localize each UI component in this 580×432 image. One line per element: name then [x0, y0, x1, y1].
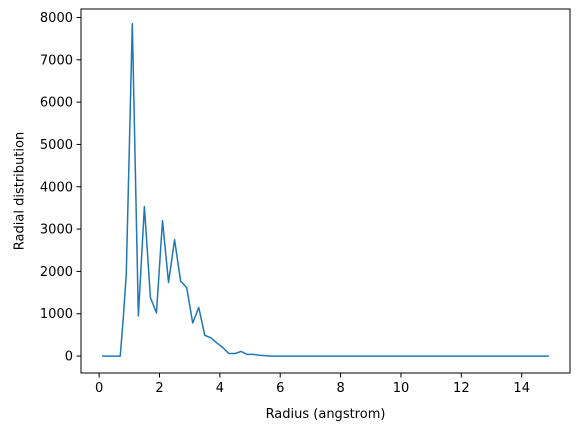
y-tick-label: 5000: [40, 138, 73, 153]
x-tick-label: 6: [276, 381, 284, 396]
y-tick-label: 3000: [40, 223, 73, 238]
x-tick-label: 0: [95, 381, 103, 396]
x-tick-label: 12: [453, 381, 470, 396]
y-tick-label: 0: [65, 350, 73, 365]
y-tick-label: 2000: [40, 265, 73, 280]
y-tick-label: 4000: [40, 180, 73, 195]
y-axis-label: Radial distribution: [13, 132, 28, 250]
x-tick-label: 14: [513, 381, 530, 396]
axes-frame: [80, 8, 571, 374]
y-tick-label: 7000: [40, 53, 73, 68]
y-tick-label: 6000: [40, 96, 73, 111]
y-tick-label: 1000: [40, 307, 73, 322]
x-tick-label: 8: [336, 381, 344, 396]
x-tick-label: 2: [155, 381, 163, 396]
y-axis: 0 1000 2000 3000 4000 5000 6000 7000 8000: [40, 11, 81, 365]
x-axis: 0 2 4 6 8 10 12 14: [95, 373, 530, 396]
y-tick-label: 8000: [40, 11, 73, 26]
x-tick-label: 4: [216, 381, 224, 396]
series-line: [102, 23, 549, 357]
x-tick-label: 10: [393, 381, 410, 396]
x-axis-label: Radius (angstrom): [266, 407, 386, 422]
plot-area: [102, 23, 549, 357]
